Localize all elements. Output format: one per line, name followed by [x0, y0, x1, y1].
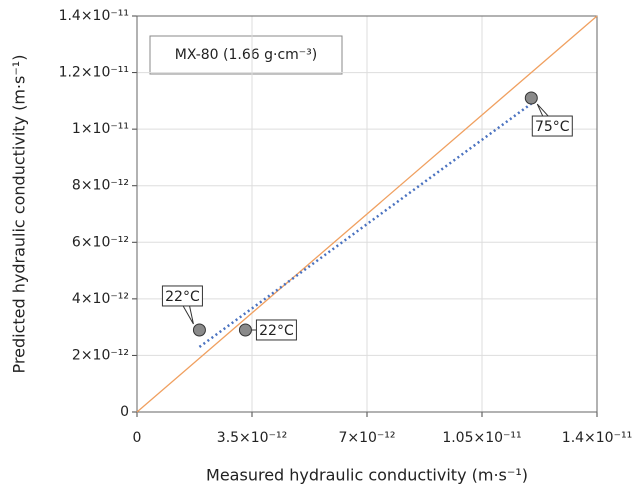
- callout-box: [531, 115, 573, 137]
- x-tick-label: 3.5×10⁻¹²: [217, 430, 287, 446]
- reference-line: [136, 15, 598, 413]
- x-axis-title: Measured hydraulic conductivity (m·s⁻¹): [206, 466, 528, 485]
- y-axis-title: Predicted hydraulic conductivity (m·s⁻¹): [10, 55, 29, 374]
- data-label: 75°C: [535, 119, 570, 135]
- y-tick-label: 8×10⁻¹²: [72, 178, 129, 194]
- y-tick-label: 2×10⁻¹²: [72, 347, 129, 363]
- callout-box: [255, 319, 297, 341]
- y-tick-label: 1.2×10⁻¹¹: [59, 65, 129, 81]
- data-label: 22°C: [259, 323, 294, 339]
- x-tick-label: 1.4×10⁻¹¹: [562, 430, 632, 446]
- point: [238, 323, 252, 337]
- trend-line: [198, 102, 533, 348]
- chart-title: MX-80 (1.66 g·cm⁻³): [175, 47, 318, 63]
- y-tick-label: 6×10⁻¹²: [72, 234, 129, 250]
- data-label: 22°C: [165, 289, 200, 305]
- title-box: [149, 35, 343, 75]
- x-tick-label: 1.05×10⁻¹¹: [442, 430, 521, 446]
- x-tick-label: 7×10⁻¹²: [338, 430, 395, 446]
- callout-box: [161, 285, 203, 307]
- y-tick-label: 1×10⁻¹¹: [72, 121, 129, 137]
- y-tick-label: 4×10⁻¹²: [72, 291, 129, 307]
- point: [192, 323, 206, 337]
- y-tick-label: 1.4×10⁻¹¹: [59, 8, 129, 24]
- point: [524, 91, 538, 105]
- x-tick-label: 0: [133, 430, 142, 446]
- y-tick-label: 0: [120, 404, 129, 420]
- plot-frame: [136, 15, 598, 413]
